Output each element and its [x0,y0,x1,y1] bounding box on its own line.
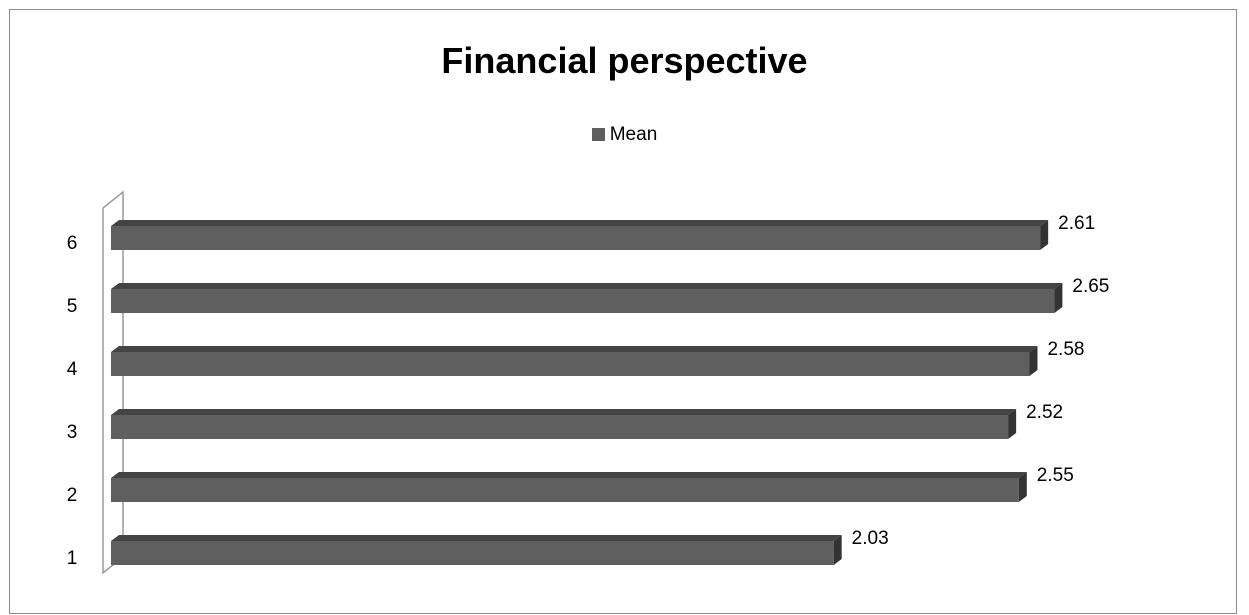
bar [111,220,1049,250]
bar-front-face [111,226,1041,250]
legend-swatch [591,128,605,141]
legend-label: Mean [609,124,658,145]
category-tick-label: 5 [67,296,78,317]
bar-end-face [1040,220,1049,250]
bar-front-face [111,415,1009,439]
bar-front-face [111,352,1030,376]
bar [111,535,842,565]
bar-top-face [111,346,1038,352]
bar-end-face [1029,346,1038,376]
category-tick-label: 4 [67,359,78,380]
bar-front-face [111,478,1019,502]
bar-front-face [111,541,834,565]
bar-end-face [1018,472,1027,502]
bar-end-face [833,535,842,565]
chart-frame [9,9,1237,614]
data-label: 2.55 [1037,465,1074,486]
category-tick-label: 3 [67,422,78,443]
bar [111,472,1027,502]
bar [111,409,1017,439]
bar-top-face [111,472,1027,478]
data-label: 2.65 [1072,276,1109,297]
category-tick-label: 6 [67,233,78,254]
bar-top-face [111,409,1017,415]
data-label: 2.03 [852,528,889,549]
data-label: 2.61 [1058,213,1095,234]
bar [111,346,1038,376]
chart-title: Financial perspective [441,40,808,81]
bar-front-face [111,289,1055,313]
legend: Mean [0,124,1249,146]
bar-top-face [111,535,842,541]
bar [111,283,1063,313]
bar-end-face [1008,409,1017,439]
category-tick-label: 1 [67,548,78,569]
bar-top-face [111,220,1049,226]
bar-end-face [1054,283,1063,313]
data-label: 2.52 [1026,402,1063,423]
bar-top-face [111,283,1063,289]
category-tick-label: 2 [67,485,78,506]
data-label: 2.58 [1047,339,1084,360]
